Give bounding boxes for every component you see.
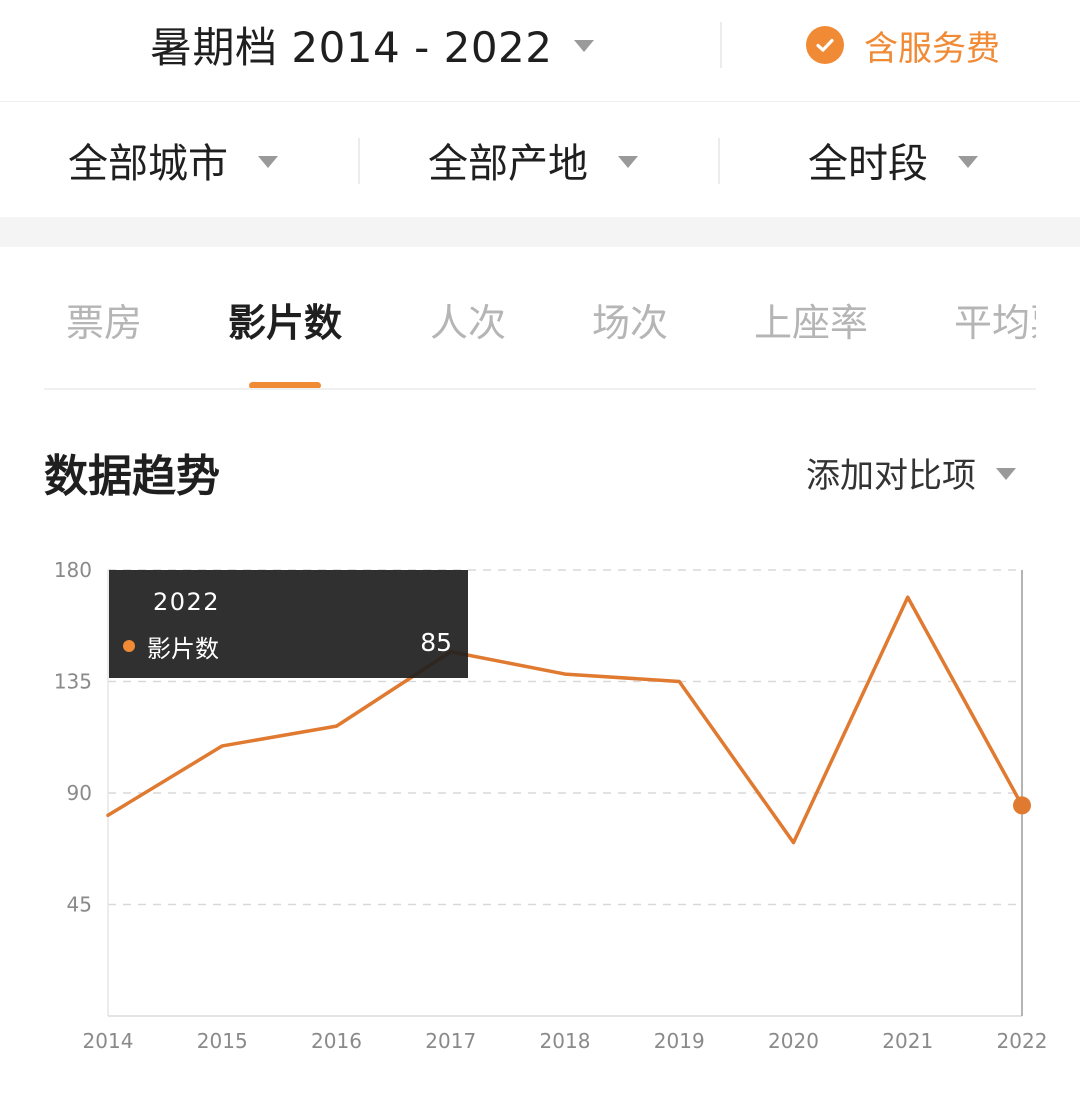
divider [718,138,720,184]
series-dot-icon [123,640,135,652]
service-fee-toggle[interactable]: 含服务费 [806,22,1000,69]
y-tick-label: 45 [67,893,92,917]
chevron-down-icon [258,156,278,168]
tab-box-office[interactable]: 票房 [66,301,143,345]
tooltip-value: 85 [420,628,452,657]
chevron-down-icon [958,156,978,168]
origin-filter-label: 全部产地 [428,141,588,187]
active-tab-indicator [249,382,321,388]
tooltip-series-name: 影片数 [147,635,219,663]
x-tick-label: 2014 [83,1029,134,1053]
y-tick-label: 135 [54,670,92,694]
timeslot-filter[interactable]: 全时段 [808,102,978,218]
tooltip-year: 2022 [153,588,221,616]
x-tick-label: 2018 [540,1029,591,1053]
section-separator [0,217,1080,247]
x-tick-label: 2016 [311,1029,362,1053]
x-tick-label: 2021 [882,1029,933,1053]
city-filter[interactable]: 全部城市 [68,102,278,218]
x-tick-label: 2019 [654,1029,705,1053]
chart-tooltip: 2022 影片数 85 [109,570,468,678]
tab-screenings[interactable]: 场次 [592,301,669,345]
tab-admissions[interactable]: 人次 [430,301,507,345]
top-bar: 暑期档 2014 - 2022 含服务费 [0,0,1080,100]
chevron-down-icon [996,467,1016,480]
city-filter-label: 全部城市 [68,141,228,187]
y-tick-label: 180 [54,558,92,582]
series-line [106,595,1024,845]
x-tick-label: 2015 [197,1029,248,1053]
divider [358,138,360,184]
period-selector[interactable]: 暑期档 2014 - 2022 [150,14,595,74]
divider [720,22,722,68]
chevron-down-icon [618,156,638,168]
x-tick-label: 2022 [997,1029,1048,1053]
tab-average-price[interactable]: 平均票价 [954,301,1036,345]
chevron-down-icon [574,40,595,52]
timeslot-filter-label: 全时段 [808,141,928,187]
tab-occupancy[interactable]: 上座率 [754,301,869,345]
section-title: 数据趋势 [44,451,220,502]
service-fee-label: 含服务费 [864,28,1000,69]
period-label: 暑期档 2014 - 2022 [150,22,553,72]
x-tick-label: 2017 [425,1029,476,1053]
data-point [1013,796,1031,815]
check-circle-icon [806,26,844,64]
y-tick-label: 90 [67,781,92,805]
filter-bar: 全部城市 全部产地 全时段 [0,101,1080,217]
tab-film-count[interactable]: 影片数 [228,301,343,345]
metric-tabs: 票房 影片数 人次 场次 上座率 平均票价 [44,270,1036,390]
x-tick-label: 2020 [768,1029,819,1053]
add-comparison-dropdown[interactable]: 添加对比项 [806,448,1016,497]
origin-filter[interactable]: 全部产地 [428,102,638,218]
add-comparison-label: 添加对比项 [806,456,976,496]
